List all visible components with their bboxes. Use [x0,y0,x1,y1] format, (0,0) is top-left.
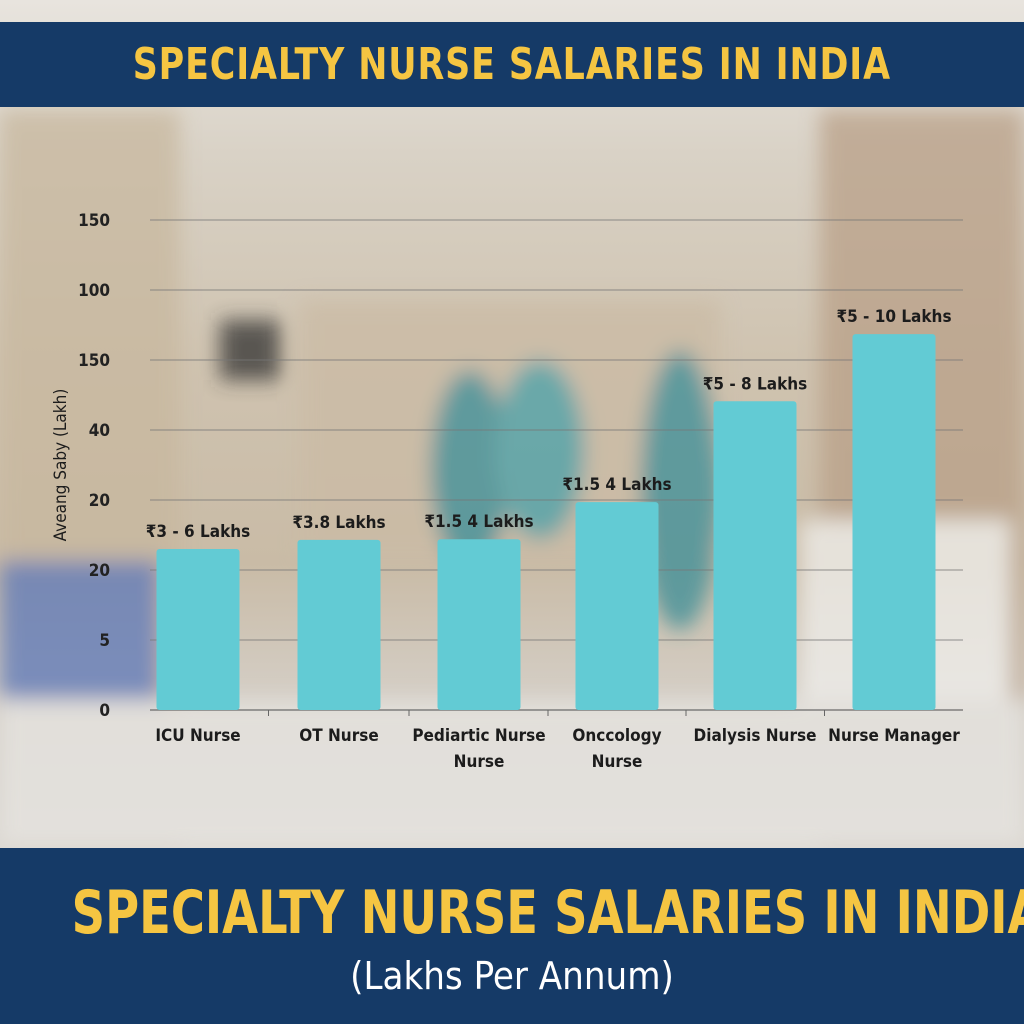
y-tick-label: 100 [78,281,110,301]
bar-3 [575,502,659,710]
data-label: ₹1.5 4 Lakhs [562,475,671,495]
data-label: ₹5 - 10 Lakhs [836,307,951,327]
y-tick-label: 150 [78,211,110,231]
data-label: ₹5 - 8 Lakhs [703,374,807,394]
footer-subtitle: (Lakhs Per Annum) [350,954,674,998]
x-tick-label: ICU Nurse [155,726,240,746]
y-tick-label: 20 [89,491,110,511]
bar-5 [852,334,936,710]
bar-0 [156,549,240,710]
x-tick-label: Dialysis Nurse [694,726,817,746]
data-label: ₹3.8 Lakhs [292,513,385,533]
data-label: ₹1.5 4 Lakhs [424,512,533,532]
header-band: SPECIALTY NURSE SALARIES IN INDIA [0,22,1024,107]
x-tick-label: Pediartic Nurse [412,726,545,746]
y-tick-label: 5 [99,631,110,651]
footer-title: SPECIALTY NURSE SALARIES IN INDIA [71,878,1024,948]
x-tick-label: Nurse [454,752,505,772]
x-tick-label: Nurse Manager [828,726,960,746]
bar-4 [713,401,797,710]
x-tick-label: Onccology [572,726,661,746]
x-tick-label: Nurse [592,752,643,772]
footer-band: SPECIALTY NURSE SALARIES IN INDIA (Lakhs… [0,848,1024,1024]
x-tick-label: OT Nurse [299,726,378,746]
y-tick-label: 0 [99,701,110,721]
bar-2 [437,539,521,710]
data-label: ₹3 - 6 Lakhs [146,522,250,542]
y-tick-label: 150 [78,351,110,371]
bar-1 [297,539,381,710]
page-title: SPECIALTY NURSE SALARIES IN INDIA [132,39,892,90]
y-tick-label: 20 [89,561,110,581]
y-tick-label: 40 [89,421,110,441]
y-axis-label: Aveang Saby (Lakh) [51,389,71,542]
